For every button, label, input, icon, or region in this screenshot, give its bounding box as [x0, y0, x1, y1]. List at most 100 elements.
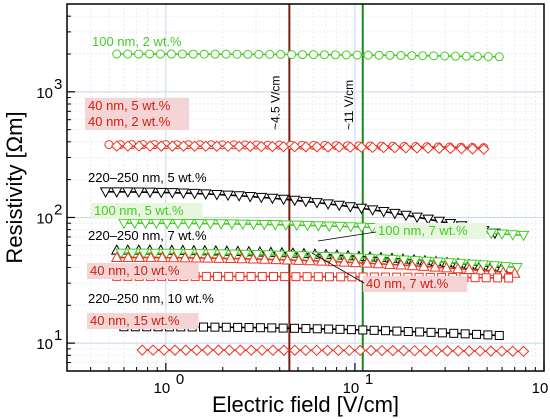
data-point	[256, 344, 268, 356]
annotation-background	[91, 203, 203, 219]
data-point	[374, 50, 384, 60]
data-point	[451, 51, 461, 61]
annotation-label: 100 nm, 5 wt.%	[94, 203, 184, 218]
x-tick-label: 10	[532, 380, 549, 397]
data-point	[415, 327, 425, 337]
data-point	[299, 344, 312, 357]
data-point	[363, 50, 373, 60]
data-point	[485, 228, 498, 240]
data-point	[406, 259, 419, 271]
data-point	[366, 141, 379, 154]
data-point	[267, 344, 279, 356]
data-point	[463, 345, 475, 357]
series-0	[112, 49, 504, 62]
data-point	[243, 49, 253, 59]
data-point	[280, 220, 292, 231]
data-point	[333, 141, 345, 153]
data-point	[291, 272, 301, 282]
y-tick-exponent: 3	[54, 76, 62, 93]
data-point	[411, 142, 423, 154]
data-point	[290, 323, 300, 333]
data-point	[122, 251, 134, 263]
data-point	[385, 50, 395, 60]
series-annotation-8: 40 nm, 10 wt.%	[87, 263, 199, 279]
data-point	[344, 202, 357, 213]
series-annotation-6: 100 nm, 7 wt.%	[375, 223, 487, 239]
data-point	[190, 251, 203, 263]
annotation-label: 100 nm, 7 wt.%	[378, 223, 468, 238]
data-point	[335, 324, 345, 334]
data-point	[235, 252, 248, 264]
data-point	[200, 140, 212, 152]
data-point	[244, 140, 256, 153]
annotation-label: 40 nm, 2 wt.%	[88, 114, 171, 129]
data-point	[355, 203, 368, 215]
data-point	[211, 140, 223, 152]
data-point	[288, 140, 301, 153]
data-point	[149, 248, 161, 260]
data-point	[347, 272, 357, 282]
data-point	[251, 250, 263, 261]
data-point	[269, 272, 279, 282]
data-point	[383, 258, 396, 269]
data-point	[292, 254, 305, 265]
data-point	[354, 344, 366, 357]
data-point	[494, 330, 504, 340]
data-point	[472, 329, 482, 339]
data-point	[304, 254, 316, 266]
data-point	[112, 49, 122, 59]
data-point	[290, 220, 303, 232]
series-annotation-2: 40 nm, 2 wt.%	[85, 114, 190, 130]
data-point	[323, 221, 336, 233]
data-point	[332, 344, 345, 357]
data-point	[315, 255, 328, 266]
data-point	[280, 272, 290, 282]
data-point	[213, 252, 225, 263]
series-annotation-1: 40 nm, 5 wt.%	[85, 98, 190, 114]
data-point	[449, 328, 459, 338]
data-point	[398, 344, 410, 357]
data-point	[417, 260, 430, 271]
data-point	[322, 199, 334, 210]
data-point	[324, 324, 334, 334]
data-point	[177, 140, 190, 152]
data-point	[205, 249, 218, 260]
y-tick-exponent: 2	[54, 201, 62, 218]
data-point	[461, 51, 471, 61]
data-point	[257, 272, 267, 282]
x-axis-label: Electric field [V/cm]	[212, 392, 399, 417]
data-point	[365, 344, 377, 357]
data-point	[133, 187, 145, 199]
data-point	[266, 140, 279, 153]
data-point	[312, 324, 322, 334]
plot-frame	[66, 3, 545, 372]
y-tick-label: 10	[36, 210, 53, 227]
annotation-layer: 100 nm, 2 wt.% 40 nm, 5 wt.%40 nm, 2 wt.%…	[85, 34, 487, 329]
data-point	[134, 49, 144, 59]
data-point	[236, 219, 249, 231]
data-point	[408, 344, 421, 357]
data-point	[255, 140, 268, 153]
data-point	[346, 325, 356, 335]
data-point	[110, 251, 123, 263]
data-point	[452, 262, 464, 274]
data-point	[115, 248, 127, 260]
data-point	[460, 329, 470, 339]
annotation-background	[363, 276, 468, 292]
data-point	[288, 195, 301, 207]
data-point	[179, 251, 191, 263]
data-point	[341, 50, 351, 60]
data-point	[166, 49, 176, 59]
annotation-background	[375, 223, 487, 239]
data-point	[234, 344, 247, 356]
annotation-background	[87, 263, 199, 279]
tick-layer: 100101102101102103	[36, 3, 549, 397]
data-point	[422, 214, 435, 226]
annotation-background	[87, 313, 199, 329]
data-point	[287, 50, 297, 60]
data-point	[223, 344, 236, 356]
data-point	[212, 344, 225, 356]
data-point	[255, 192, 268, 204]
data-point	[193, 219, 206, 230]
data-point	[355, 222, 368, 234]
